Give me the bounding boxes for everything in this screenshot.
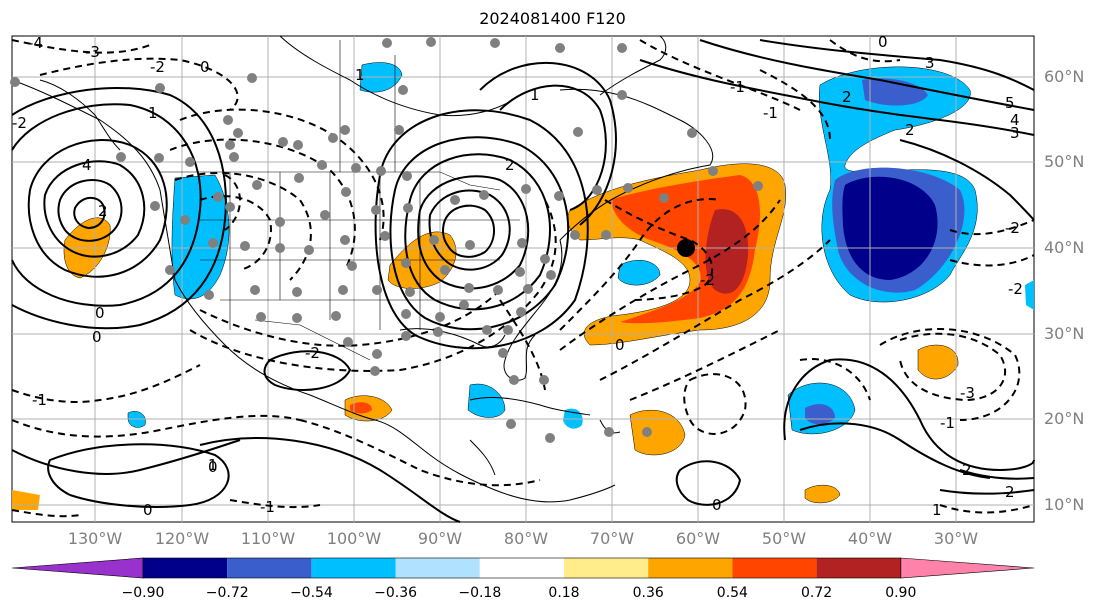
lat-label: 10°N bbox=[1044, 495, 1085, 514]
colorbar-tick-label: −0.54 bbox=[289, 585, 333, 601]
contour-label: -1 bbox=[260, 498, 275, 516]
colorbar-outline bbox=[142, 557, 902, 579]
lon-label: 110°W bbox=[240, 529, 296, 548]
forecast-map: -4 -3 -2 -2 0 0 0 1 1 2 4 -1 -2 0 0 -1 1… bbox=[10, 33, 1035, 523]
colorbar-tick-label: 0.90 bbox=[885, 585, 917, 601]
lon-label: 50°W bbox=[761, 529, 807, 548]
contour-label: 1 bbox=[530, 86, 540, 104]
contour-label: 0 bbox=[92, 328, 102, 346]
graticule bbox=[12, 36, 1034, 522]
contour-label: 0 bbox=[143, 501, 153, 519]
colorbar-tick-label: −0.90 bbox=[121, 585, 165, 601]
lon-label: 100°W bbox=[326, 529, 382, 548]
contour-label: 0 bbox=[200, 58, 210, 76]
lat-label: 50°N bbox=[1044, 152, 1085, 171]
contour-label: 0 bbox=[615, 336, 625, 354]
contour-label: -2 bbox=[1005, 219, 1020, 237]
contour-label: 1 bbox=[208, 456, 218, 474]
colorbar-segment bbox=[479, 558, 564, 578]
contour-label: -3 bbox=[85, 43, 100, 61]
contour-label: 2 bbox=[505, 156, 515, 174]
lon-label: 130°W bbox=[67, 529, 123, 548]
contour-label: -3 bbox=[960, 384, 975, 402]
lon-label: 120°W bbox=[154, 529, 210, 548]
contour-label: -2 bbox=[12, 114, 27, 132]
contour-label: 1 bbox=[148, 104, 158, 122]
contour-label: -2 bbox=[150, 58, 165, 76]
storm-center-marker bbox=[677, 239, 695, 257]
contour-label: 4 bbox=[82, 156, 92, 174]
negative-contours bbox=[11, 39, 1035, 518]
contour-label: -2 bbox=[305, 344, 320, 362]
lon-label: 90°W bbox=[417, 529, 463, 548]
station-dots bbox=[10, 37, 763, 443]
contour-label: -1 bbox=[763, 104, 778, 122]
contour-label: -1 bbox=[32, 391, 47, 409]
contour-label: 0 bbox=[95, 304, 105, 322]
colorbar-segment bbox=[564, 558, 649, 578]
contour-label: 2 bbox=[962, 461, 972, 479]
contour-labels: -4 -3 -2 -2 0 0 0 1 1 2 4 -1 -2 0 0 -1 1… bbox=[12, 33, 1023, 519]
colorbar-tick-label: −0.36 bbox=[374, 585, 418, 601]
lon-label: 40°W bbox=[847, 529, 893, 548]
colorbar-segment bbox=[311, 558, 396, 578]
lon-label: 70°W bbox=[589, 529, 635, 548]
contour-label: 2 bbox=[98, 202, 108, 220]
political-borders bbox=[160, 40, 520, 361]
contour-label: 1 bbox=[932, 501, 942, 519]
colorbar-segment bbox=[816, 558, 901, 578]
contour-label: 4 bbox=[1010, 111, 1020, 129]
contour-label: 3 bbox=[1010, 124, 1020, 142]
lat-label: 20°N bbox=[1044, 409, 1085, 428]
contour-label: 5 bbox=[1005, 94, 1015, 112]
contour-label: 0 bbox=[878, 33, 888, 51]
contour-label: -1 bbox=[940, 414, 955, 432]
lat-label: 60°N bbox=[1044, 67, 1085, 86]
colorbar-segment bbox=[732, 558, 817, 578]
contour-label: -2 bbox=[700, 271, 715, 289]
contour-label: 2 bbox=[905, 121, 915, 139]
lat-label: 40°N bbox=[1044, 238, 1085, 257]
lon-label: 60°W bbox=[675, 529, 721, 548]
contour-label: 0 bbox=[208, 458, 218, 476]
lat-label: 30°N bbox=[1044, 324, 1085, 343]
colorbar bbox=[11, 557, 1035, 579]
shaded-fields bbox=[12, 62, 1034, 510]
map-title: 2024081400 F120 bbox=[479, 9, 626, 28]
colorbar-segment bbox=[900, 557, 1035, 579]
colorbar-tick-label: 0.18 bbox=[548, 585, 580, 601]
contour-label: 0 bbox=[712, 496, 722, 514]
contour-label: -4 bbox=[28, 34, 43, 52]
colorbar-segment bbox=[11, 557, 144, 579]
lon-label: 80°W bbox=[503, 529, 549, 548]
contour-label: 1 bbox=[355, 66, 365, 84]
contour-label: 3 bbox=[925, 54, 935, 72]
colorbar-segment bbox=[227, 558, 312, 578]
contour-label: -1 bbox=[730, 78, 745, 96]
colorbar-tick-label: 0.54 bbox=[716, 585, 748, 601]
colorbar-tick-label: −0.18 bbox=[458, 585, 502, 601]
contour-label: 2 bbox=[1005, 483, 1015, 501]
colorbar-tick-label: −0.72 bbox=[205, 585, 249, 601]
contour-label: -2 bbox=[1008, 280, 1023, 298]
contour-label: 2 bbox=[842, 88, 852, 106]
colorbar-segment bbox=[143, 558, 228, 578]
colorbar-segment bbox=[648, 558, 733, 578]
colorbar-tick-label: 0.36 bbox=[632, 585, 664, 601]
colorbar-segment bbox=[395, 558, 480, 578]
lon-label: 30°W bbox=[933, 529, 979, 548]
positive-contours bbox=[11, 39, 1035, 523]
colorbar-tick-label: 0.72 bbox=[801, 585, 833, 601]
